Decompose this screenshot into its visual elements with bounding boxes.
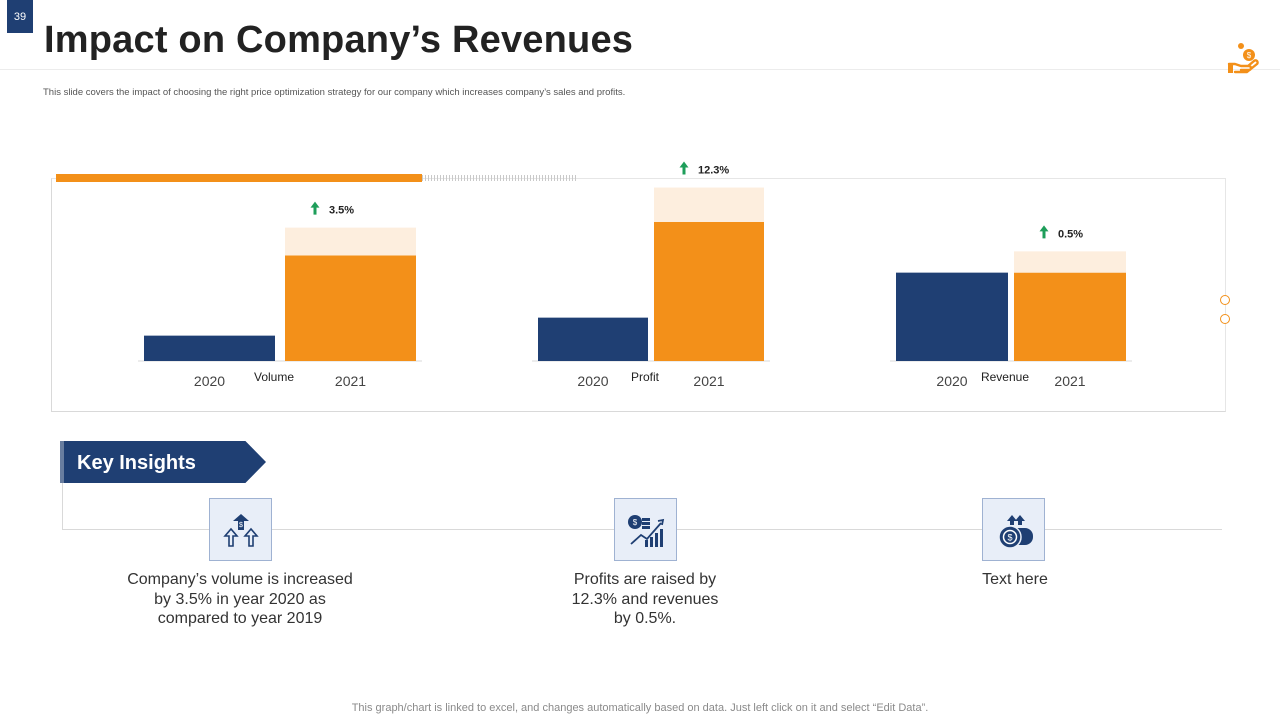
- decor-dot-top: [1220, 295, 1230, 305]
- chart-2-bar-2020: [896, 272, 1008, 361]
- svg-text:$: $: [239, 522, 243, 529]
- chart-2-bar-2021: [1014, 272, 1126, 361]
- banner-edge: [60, 441, 64, 483]
- insight-text-1: Company’s volume is increased by 3.5% in…: [127, 571, 353, 627]
- chart-2-tick-label-0: 2020: [936, 373, 967, 389]
- bar-charts: 2020 2021 Volume 3.5% 2020 2021 Profit 12.3% 202…: [138, 161, 1132, 389]
- insight-text-3: Text here: [982, 571, 1048, 588]
- page-title: Impact on Company’s Revenues: [44, 19, 634, 61]
- volume-growth-icon: $: [222, 513, 259, 547]
- svg-text:$: $: [1007, 532, 1012, 542]
- footer-note: This graph/chart is linked to excel, and…: [351, 702, 929, 714]
- chart-0-bar-2020: [144, 335, 275, 361]
- chart-2-tick-label-1: 2021: [1054, 373, 1085, 389]
- insights-connector-vertical: [62, 483, 63, 529]
- accent-strip: [56, 174, 422, 182]
- chart-0-tick-label-1: 2021: [335, 373, 366, 389]
- chart-1-title: Profit: [631, 370, 660, 384]
- chart-1-bar-2020: [538, 317, 648, 361]
- chart-2-change-label: 0.5%: [1058, 228, 1083, 240]
- insight-text-2: Profits are raised by 12.3% and revenues…: [571, 571, 719, 627]
- chart-2-growth-arrow-icon: [1039, 225, 1049, 239]
- chart-1-change-label: 12.3%: [698, 165, 729, 177]
- page-number: 39: [7, 0, 33, 33]
- insight-icon-box-2: $: [614, 498, 677, 561]
- hatched-strip: [422, 175, 577, 181]
- slide-description: This slide covers the impact of choosing…: [43, 87, 626, 98]
- chart-1-tick-label-1: 2021: [693, 373, 724, 389]
- money-hand-icon: $: [1227, 43, 1259, 74]
- chart-0-bar-2021: [285, 255, 416, 361]
- title-divider: [0, 69, 1280, 70]
- chart-1-bar-2021: [654, 221, 764, 361]
- chart-2-bar-2021-increment: [1014, 251, 1126, 273]
- revenue-coins-icon: $: [997, 514, 1033, 549]
- chart-0-growth-arrow-icon: [310, 201, 320, 215]
- svg-text:$: $: [632, 518, 637, 527]
- chart-0-title: Volume: [254, 370, 294, 384]
- decor-dot-bottom: [1220, 314, 1230, 324]
- chart-1-growth-arrow-icon: [679, 161, 689, 175]
- chart-0-tick-label-0: 2020: [194, 373, 225, 389]
- key-insights-banner: [60, 441, 266, 483]
- svg-text:$: $: [1247, 51, 1252, 60]
- key-insights-heading: Key Insights: [77, 452, 196, 474]
- chart-0-bar-2021-increment: [285, 227, 416, 256]
- chart-1-bar-2021-increment: [654, 187, 764, 222]
- chart-0-change-label: 3.5%: [329, 205, 354, 217]
- insight-icon-box-1: $: [209, 498, 272, 561]
- profit-growth-icon: $: [627, 514, 664, 547]
- chart-2-title: Revenue: [981, 370, 1029, 384]
- chart-1-tick-label-0: 2020: [577, 373, 608, 389]
- insight-icon-box-3: $: [982, 498, 1045, 561]
